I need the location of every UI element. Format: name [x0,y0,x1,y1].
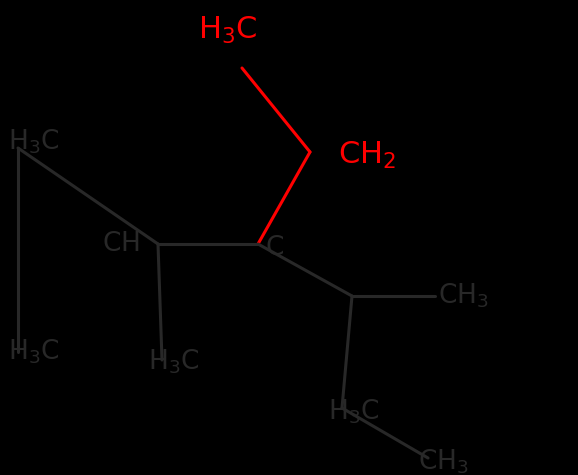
Text: $\rm{CH}$: $\rm{CH}$ [102,231,140,257]
Text: $\rm{CH_{2}}$: $\rm{CH_{2}}$ [338,140,396,171]
Text: $\rm{H_{3}C}$: $\rm{H_{3}C}$ [148,348,199,376]
Text: $\rm{C}$: $\rm{C}$ [265,235,284,261]
Text: $\rm{CH_{3}}$: $\rm{CH_{3}}$ [418,448,469,475]
Text: $\rm{H_{3}C}$: $\rm{H_{3}C}$ [8,338,60,366]
Text: $\rm{CH_{3}}$: $\rm{CH_{3}}$ [438,282,489,310]
Text: $\rm{H_{3}C}$: $\rm{H_{3}C}$ [198,14,258,46]
Text: $\rm{H_{3}C}$: $\rm{H_{3}C}$ [328,398,380,426]
Text: $\rm{H_{3}C}$: $\rm{H_{3}C}$ [8,128,60,156]
